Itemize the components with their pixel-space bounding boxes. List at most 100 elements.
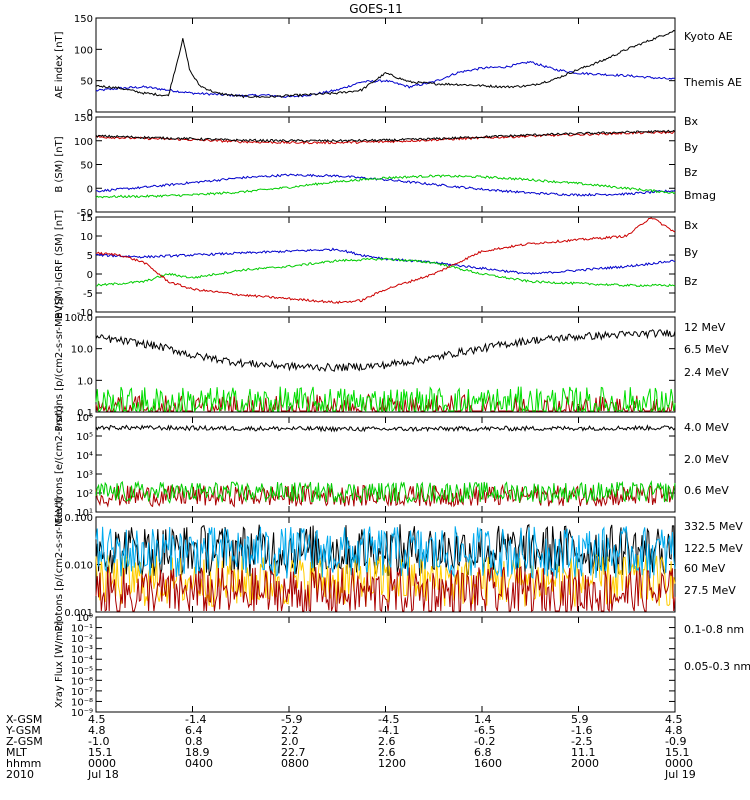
- orbit-cell: Jul 18: [88, 768, 119, 781]
- series-line: [95, 424, 676, 433]
- legend-label: By: [684, 246, 699, 259]
- y-tick-label: -10: [77, 308, 93, 319]
- y-tick-label: 50: [80, 161, 93, 172]
- orbit-row-label: hhmm: [6, 757, 42, 770]
- y-tick-label: 0.1: [77, 408, 93, 419]
- series-line: [95, 29, 676, 99]
- legend-label: Bx: [684, 115, 699, 128]
- orbit-row: Z-GSM -1.0 0.8 2.0 2.6 -0.2 -2.5 -0.9: [0, 736, 750, 747]
- y-tick-label: 10⁻⁹: [71, 708, 93, 719]
- orbit-cell: 0000: [665, 757, 693, 770]
- series-line: [95, 523, 676, 577]
- y-tick-label: 150: [74, 14, 93, 25]
- legend-label: Bx: [684, 219, 699, 232]
- orbit-cell: 2.6: [378, 746, 396, 759]
- legend-label: By: [684, 141, 699, 154]
- orbit-cell: 1600: [474, 757, 502, 770]
- y-tick-label: 10³: [76, 470, 93, 481]
- orbit-cell: -6.5: [474, 724, 496, 737]
- y-tick-label: 10⁵: [76, 432, 93, 443]
- y-tick-label: -50: [77, 208, 93, 219]
- series-line: [95, 129, 676, 143]
- series-line: [95, 257, 676, 287]
- y-tick-label: 50: [80, 77, 93, 88]
- series-line: [95, 526, 676, 579]
- orbit-row: MLT 15.1 18.9 22.7 2.6 6.8 11.1 15.1: [0, 747, 750, 758]
- legend-label: 122.5 MeV: [684, 542, 743, 555]
- orbit-cell: 6.8: [474, 746, 492, 759]
- series-line: [95, 565, 676, 613]
- y-tick-label: 10⁴: [76, 451, 93, 462]
- y-tick-label: 10⁻³: [71, 645, 93, 656]
- legend-label: 27.5 MeV: [684, 584, 736, 597]
- orbit-cell: 2.2: [281, 724, 299, 737]
- orbit-cell: 4.8: [665, 724, 683, 737]
- y-tick-label: 1.0: [77, 376, 93, 387]
- y-tick-label: 10⁻⁶: [71, 676, 93, 687]
- y-tick-label: 150: [74, 113, 93, 124]
- legend-label: 6.5 MeV: [684, 343, 729, 356]
- orbit-cell: -0.2: [474, 735, 496, 748]
- series-line: [95, 247, 676, 275]
- orbit-cell: 5.9: [571, 713, 589, 726]
- orbit-row: 2010 Jul 18 Jul 19: [0, 769, 750, 780]
- legend-label: 332.5 MeV: [684, 520, 743, 533]
- y-tick-label: 100.0: [64, 313, 93, 324]
- y-tick-label: 15: [80, 213, 93, 224]
- legend-label: 0.6 MeV: [684, 484, 729, 497]
- series-line: [95, 173, 676, 197]
- y-tick-label: 10⁻¹: [71, 624, 93, 635]
- y-tick-label: -5: [83, 289, 93, 300]
- y-axis-label: B (SM) [nT]: [54, 136, 65, 192]
- y-tick-label: 10⁻⁷: [71, 687, 93, 698]
- series-line: [95, 217, 676, 305]
- orbit-row-label: Y-GSM: [6, 724, 41, 737]
- legend-label: 2.4 MeV: [684, 366, 729, 379]
- legend-label: Bz: [684, 166, 698, 179]
- orbit-row: X-GSM 4.5 -1.4 -5.9 -4.5 1.4 5.9 4.5: [0, 714, 750, 725]
- legend-label: 4.0 MeV: [684, 421, 729, 434]
- y-axis-label: Xray Flux [W/m2]: [54, 621, 65, 708]
- orbit-cell: 1200: [378, 757, 406, 770]
- legend-label: 12 MeV: [684, 321, 726, 334]
- orbit-cell: 2.6: [378, 735, 396, 748]
- y-tick-label: 10⁰: [76, 613, 93, 624]
- orbit-row-label: Z-GSM: [6, 735, 43, 748]
- y-tick-label: 10⁶: [76, 413, 93, 424]
- panel-frame: [95, 216, 676, 313]
- series-line: [95, 386, 676, 413]
- y-axis-label: AE index [nT]: [54, 31, 65, 98]
- orbit-cell: 0.8: [185, 735, 203, 748]
- orbit-cell: 0000: [88, 757, 116, 770]
- orbit-cell: 18.9: [185, 746, 210, 759]
- legend-label: 2.0 MeV: [684, 453, 729, 466]
- orbit-cell: 0800: [281, 757, 309, 770]
- y-axis-label: B (SM)-IGRF (SM) [nT]: [54, 210, 65, 319]
- y-tick-label: 100: [74, 45, 93, 56]
- orbit-cell: -2.5: [571, 735, 593, 748]
- y-axis-label: Electrons [e/(cm2-s-sr)]: [54, 405, 65, 523]
- orbit-cell: 2.0: [281, 735, 299, 748]
- orbit-cell: 22.7: [281, 746, 306, 759]
- y-tick-label: 0: [87, 108, 93, 119]
- orbit-cell: 4.8: [88, 724, 106, 737]
- series-line: [95, 480, 676, 505]
- panel-frame: [95, 17, 676, 113]
- panel-frame: [95, 416, 676, 513]
- y-tick-label: 10⁻²: [71, 634, 93, 645]
- plot-title: GOES-11: [349, 2, 403, 16]
- legend-label: 0.1-0.8 nm: [684, 623, 744, 636]
- orbit-cell: Jul 19: [665, 768, 696, 781]
- panel-frame: [95, 616, 676, 713]
- y-tick-label: 0.100: [64, 513, 93, 524]
- legend-label: Bz: [684, 275, 698, 288]
- y-tick-label: 0: [87, 184, 93, 195]
- y-tick-label: 0.001: [64, 608, 93, 619]
- y-tick-label: 10⁻⁵: [71, 666, 93, 677]
- orbit-cell: -4.1: [378, 724, 400, 737]
- legend-label: 0.05-0.3 nm: [684, 660, 750, 673]
- legend-label: Kyoto AE: [684, 30, 733, 43]
- y-tick-label: 100: [74, 137, 93, 148]
- orbit-cell: 6.4: [185, 724, 203, 737]
